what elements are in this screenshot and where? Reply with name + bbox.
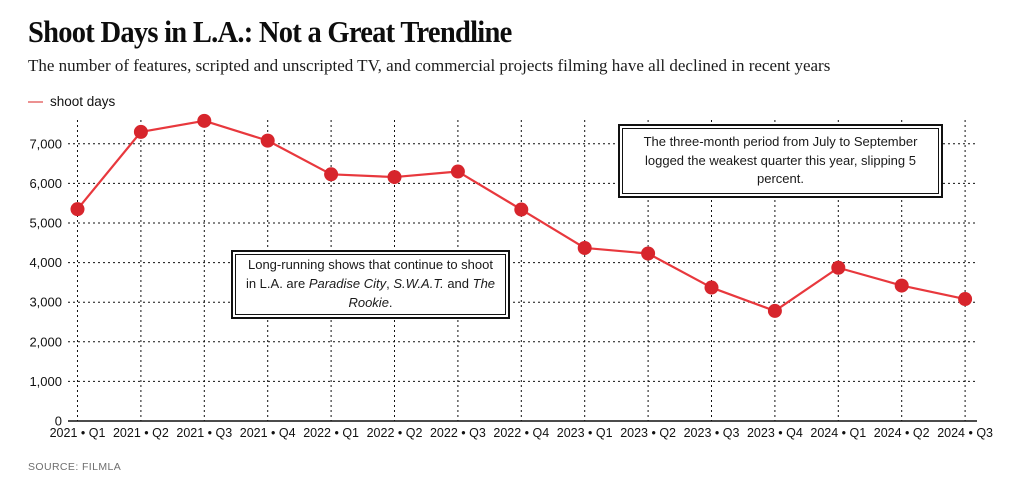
x-tick-label: 2023 • Q4 (747, 426, 803, 440)
y-tick-label: 7,000 (29, 136, 62, 151)
data-point (387, 170, 402, 185)
y-tick-label: 3,000 (29, 295, 62, 310)
legend-line-swatch (28, 100, 43, 103)
data-point (133, 124, 148, 139)
x-tick-label: 2023 • Q1 (557, 426, 613, 440)
y-tick-label: 2,000 (29, 334, 62, 349)
source-caption: SOURCE: FILMLA (28, 461, 122, 473)
data-point (450, 164, 465, 179)
data-point (958, 292, 973, 307)
x-tick-label: 2021 • Q4 (240, 426, 296, 440)
x-tick-label: 2024 • Q2 (874, 426, 930, 440)
annotation-q3-weakest-quarter-text: The three-month period from July to Sept… (622, 128, 939, 194)
data-point (767, 303, 782, 318)
data-point (70, 202, 85, 217)
data-point (704, 280, 719, 295)
x-tick-label: 2024 • Q1 (810, 426, 866, 440)
y-tick-label: 5,000 (29, 216, 62, 231)
y-tick-label: 4,000 (29, 255, 62, 270)
y-tick-label: 6,000 (29, 176, 62, 191)
data-point (577, 240, 592, 255)
y-tick-label: 0 (55, 414, 62, 429)
x-tick-label: 2022 • Q2 (367, 426, 423, 440)
x-tick-label: 2023 • Q2 (620, 426, 676, 440)
x-tick-label: 2021 • Q2 (113, 426, 169, 440)
page-subtitle: The number of features, scripted and uns… (28, 56, 831, 75)
annotation-q3-weakest-quarter: The three-month period from July to Sept… (618, 124, 943, 198)
page-title: Shoot Days in L.A.: Not a Great Trendlin… (28, 14, 512, 49)
x-tick-label: 2022 • Q1 (303, 426, 359, 440)
annotation-long-running-shows: Long-running shows that continue to shoo… (231, 250, 510, 319)
legend: shoot days (28, 94, 115, 109)
data-point (894, 278, 909, 293)
x-tick-label: 2021 • Q3 (176, 426, 232, 440)
annotation-long-running-shows-text: Long-running shows that continue to shoo… (235, 254, 506, 315)
data-point (324, 167, 339, 182)
data-point (831, 260, 846, 275)
x-tick-label: 2024 • Q3 (937, 426, 993, 440)
data-point (197, 113, 212, 128)
legend-label: shoot days (50, 94, 116, 109)
data-point (514, 202, 529, 217)
x-tick-label: 2021 • Q1 (50, 426, 106, 440)
x-tick-label: 2022 • Q4 (493, 426, 549, 440)
y-tick-label: 1,000 (29, 374, 62, 389)
data-point (641, 246, 656, 261)
x-tick-label: 2023 • Q3 (684, 426, 740, 440)
data-point (260, 133, 275, 148)
x-tick-label: 2022 • Q3 (430, 426, 486, 440)
